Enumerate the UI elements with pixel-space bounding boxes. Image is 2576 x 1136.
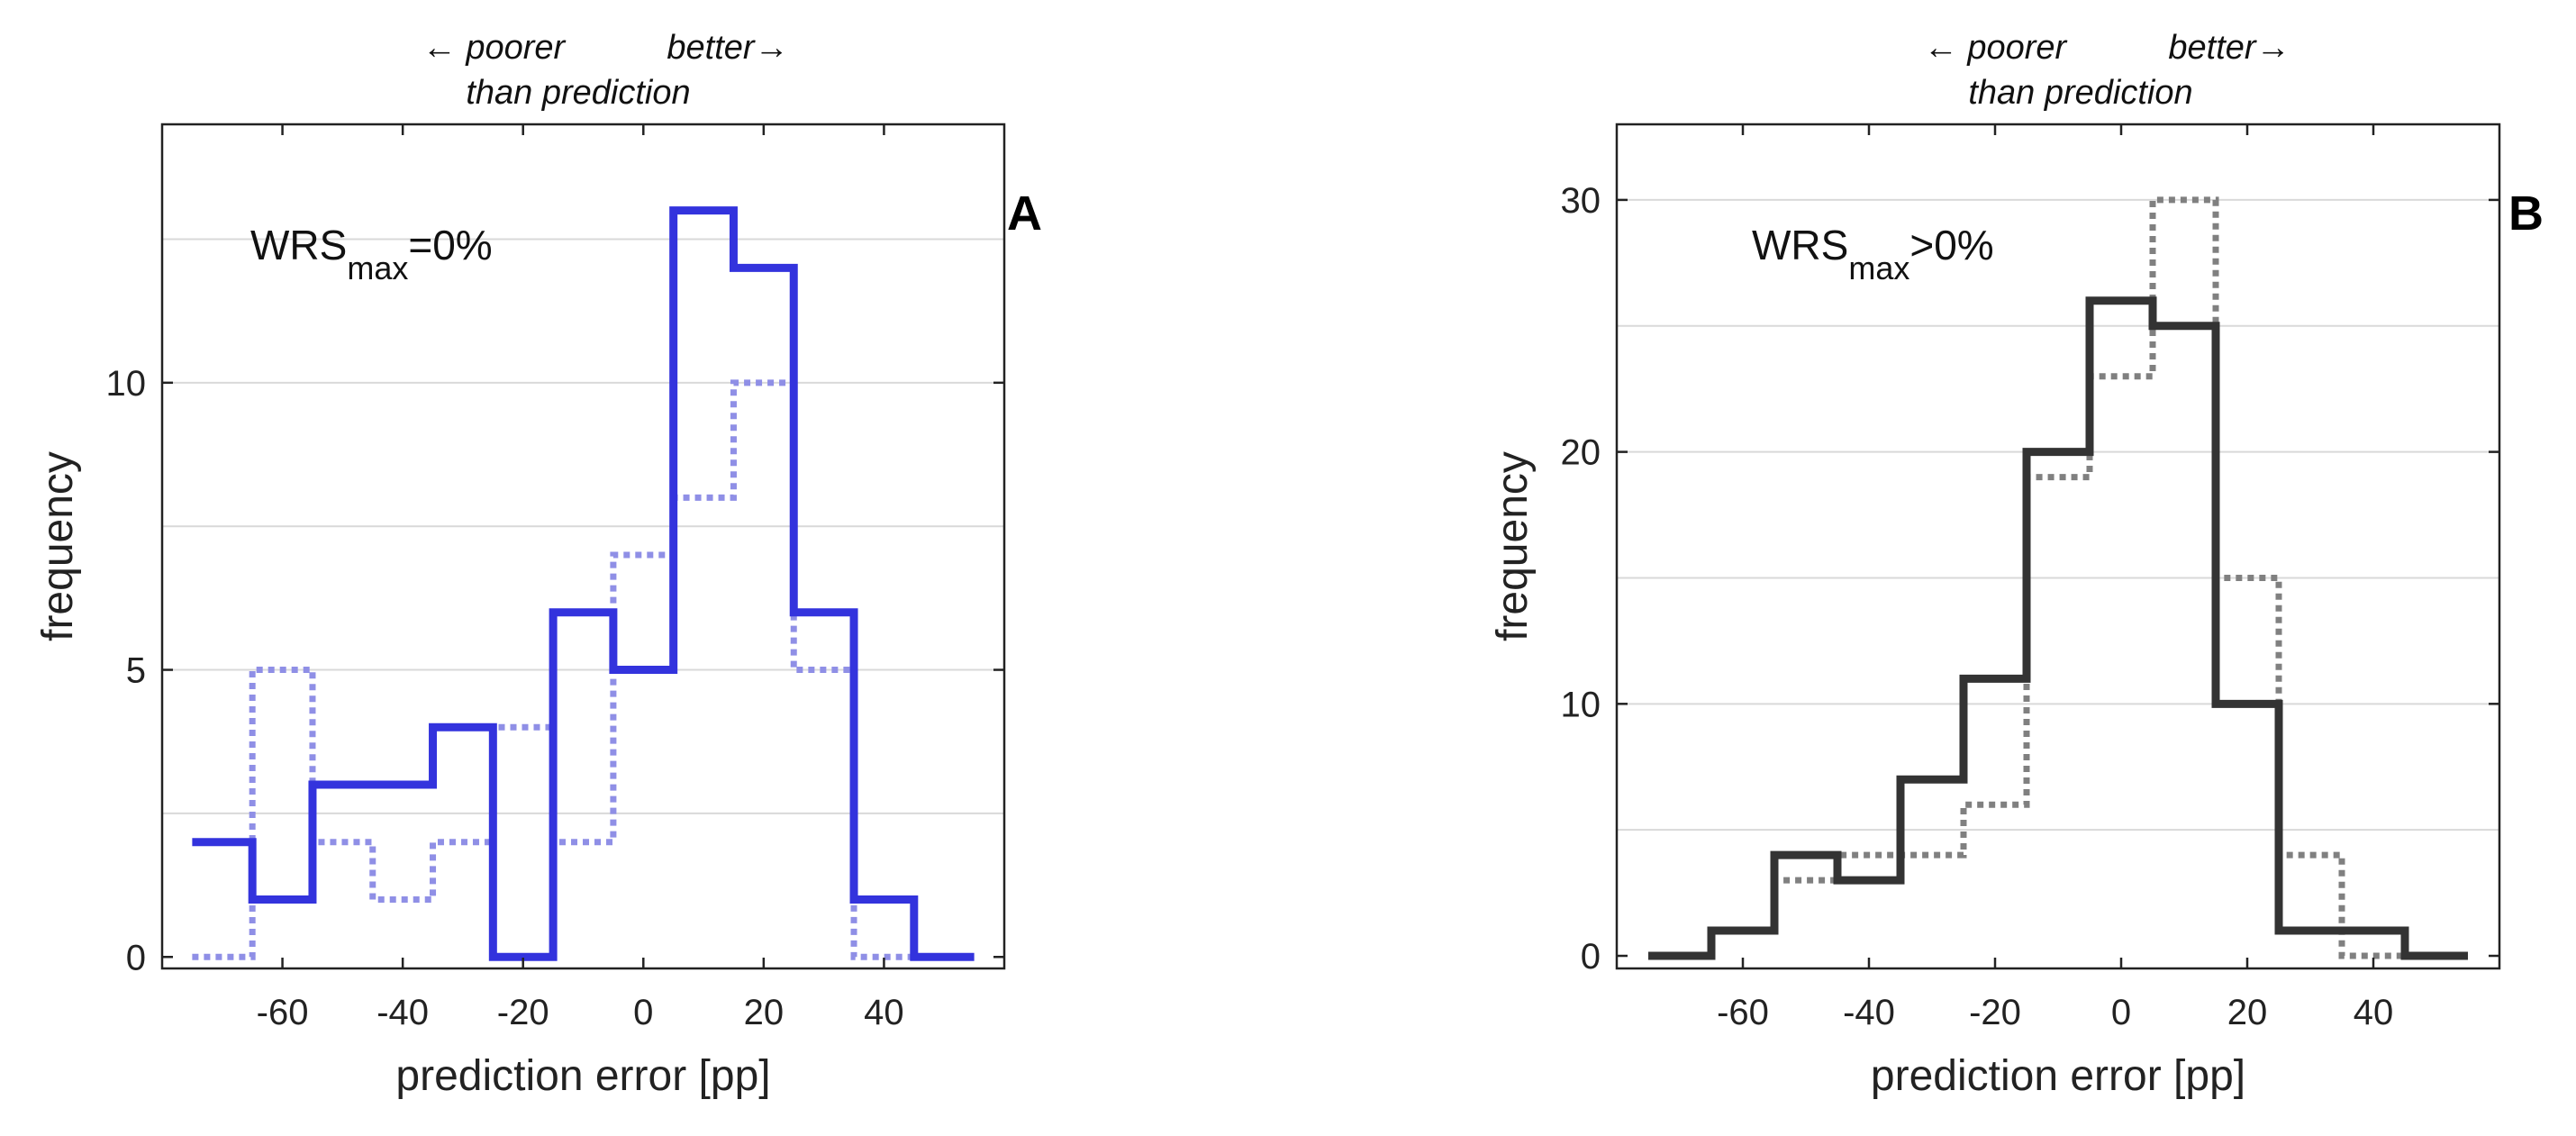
wrs-annotation: WRSmax>0% [1752,222,1994,286]
wrs-suffix: =0% [408,222,492,268]
x-tick-label: 0 [633,993,653,1032]
panel-letter: B [2508,186,2544,241]
x-tick-label: -20 [497,993,549,1032]
x-tick-label: 40 [2354,993,2394,1032]
y-axis-label: frequency [1489,451,1537,641]
y-tick-label: 0 [126,938,146,977]
wrs-subscript: max [347,250,408,286]
panel-a: -60 -40 -20 0 20 40 0 5 10 prediction error [pp] f… [34,29,1042,1100]
axes-frame [1615,123,2501,970]
wrs-subscript: max [1848,250,1909,286]
x-axis-label: prediction error [pp] [395,1052,770,1100]
hint-poorer: ← poorer [1924,29,2068,67]
y-tick-label: 0 [1581,937,1601,977]
wrs-suffix: >0% [1909,222,1993,268]
axes-frame [160,123,1006,970]
y-tick-label: 10 [1561,685,1601,724]
wrs-main: WRS [250,222,347,268]
y-tick-label: 10 [106,364,147,404]
hint-than-prediction: than prediction [466,74,690,112]
x-axis-label: prediction error [pp] [1871,1052,2245,1100]
x-tick-label: 20 [744,993,785,1032]
hint-better: better→ [2168,29,2290,67]
x-tick-label: -60 [1717,993,1769,1032]
wrs-main: WRS [1752,222,1848,268]
y-tick-label: 30 [1561,181,1601,221]
hint-than-prediction: than prediction [1968,74,2192,112]
x-tick-label: 0 [2111,993,2131,1032]
histogram-solid-series [192,206,975,961]
x-tick-label: -40 [376,993,429,1032]
histogram-solid-series [1648,296,2468,960]
x-tick-label: 40 [864,993,904,1032]
y-tick-label: 5 [126,651,146,691]
x-tick-label: -40 [1843,993,1895,1032]
hint-better: better→ [667,29,788,67]
x-tick-label: -60 [257,993,309,1032]
y-tick-label: 20 [1561,433,1601,473]
x-tick-label: 20 [2227,993,2268,1032]
x-tick-label: -20 [1969,993,2021,1032]
wrs-annotation: WRSmax=0% [250,222,493,286]
panel-b: -60 -40 -20 0 20 40 0 10 20 30 prediction error [p… [1489,29,2544,1100]
panel-letter: A [1007,186,1042,241]
y-axis-label: frequency [34,451,82,641]
hint-poorer: ← poorer [422,29,567,67]
